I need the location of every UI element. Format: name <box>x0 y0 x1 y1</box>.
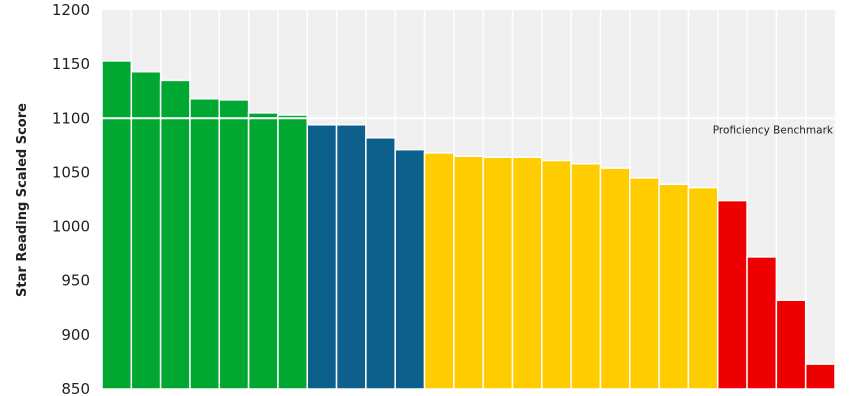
y-tick-label: 850 <box>61 380 90 396</box>
y-axis-label: Star Reading Scaled Score <box>15 103 30 297</box>
bar <box>130 70 162 390</box>
bar <box>159 79 191 390</box>
y-tick-label: 1200 <box>52 1 90 19</box>
bar <box>658 183 690 390</box>
bar <box>365 137 396 390</box>
bar <box>247 112 279 390</box>
bar <box>570 163 602 390</box>
bar <box>687 186 719 390</box>
benchmark-label: Proficiency Benchmark <box>713 124 834 136</box>
y-tick-label: 1050 <box>52 163 90 181</box>
bars <box>101 60 836 390</box>
bar <box>541 159 572 390</box>
bar <box>218 99 250 390</box>
bar <box>453 155 484 390</box>
bar <box>599 167 631 390</box>
y-tick-label: 1100 <box>52 109 90 127</box>
bar <box>804 363 836 390</box>
bar <box>629 177 660 390</box>
bar <box>775 299 807 390</box>
bar <box>189 98 221 390</box>
benchmark: Proficiency Benchmark <box>102 117 835 136</box>
bar <box>335 124 367 390</box>
y-tick-label: 950 <box>61 272 90 290</box>
bar <box>277 114 308 390</box>
bar <box>394 148 426 390</box>
y-tick-label: 1150 <box>52 55 90 73</box>
bar <box>511 156 543 390</box>
bar <box>746 256 778 390</box>
bar <box>716 199 748 390</box>
y-tick-label: 900 <box>61 326 90 344</box>
bar <box>306 124 338 390</box>
bar <box>482 156 514 390</box>
y-tick-label: 1000 <box>52 218 90 236</box>
y-axis-ticks: 850 900 950 1000 1050 1100 1150 1200 <box>52 1 90 396</box>
bar <box>101 60 133 390</box>
bar <box>423 152 455 390</box>
